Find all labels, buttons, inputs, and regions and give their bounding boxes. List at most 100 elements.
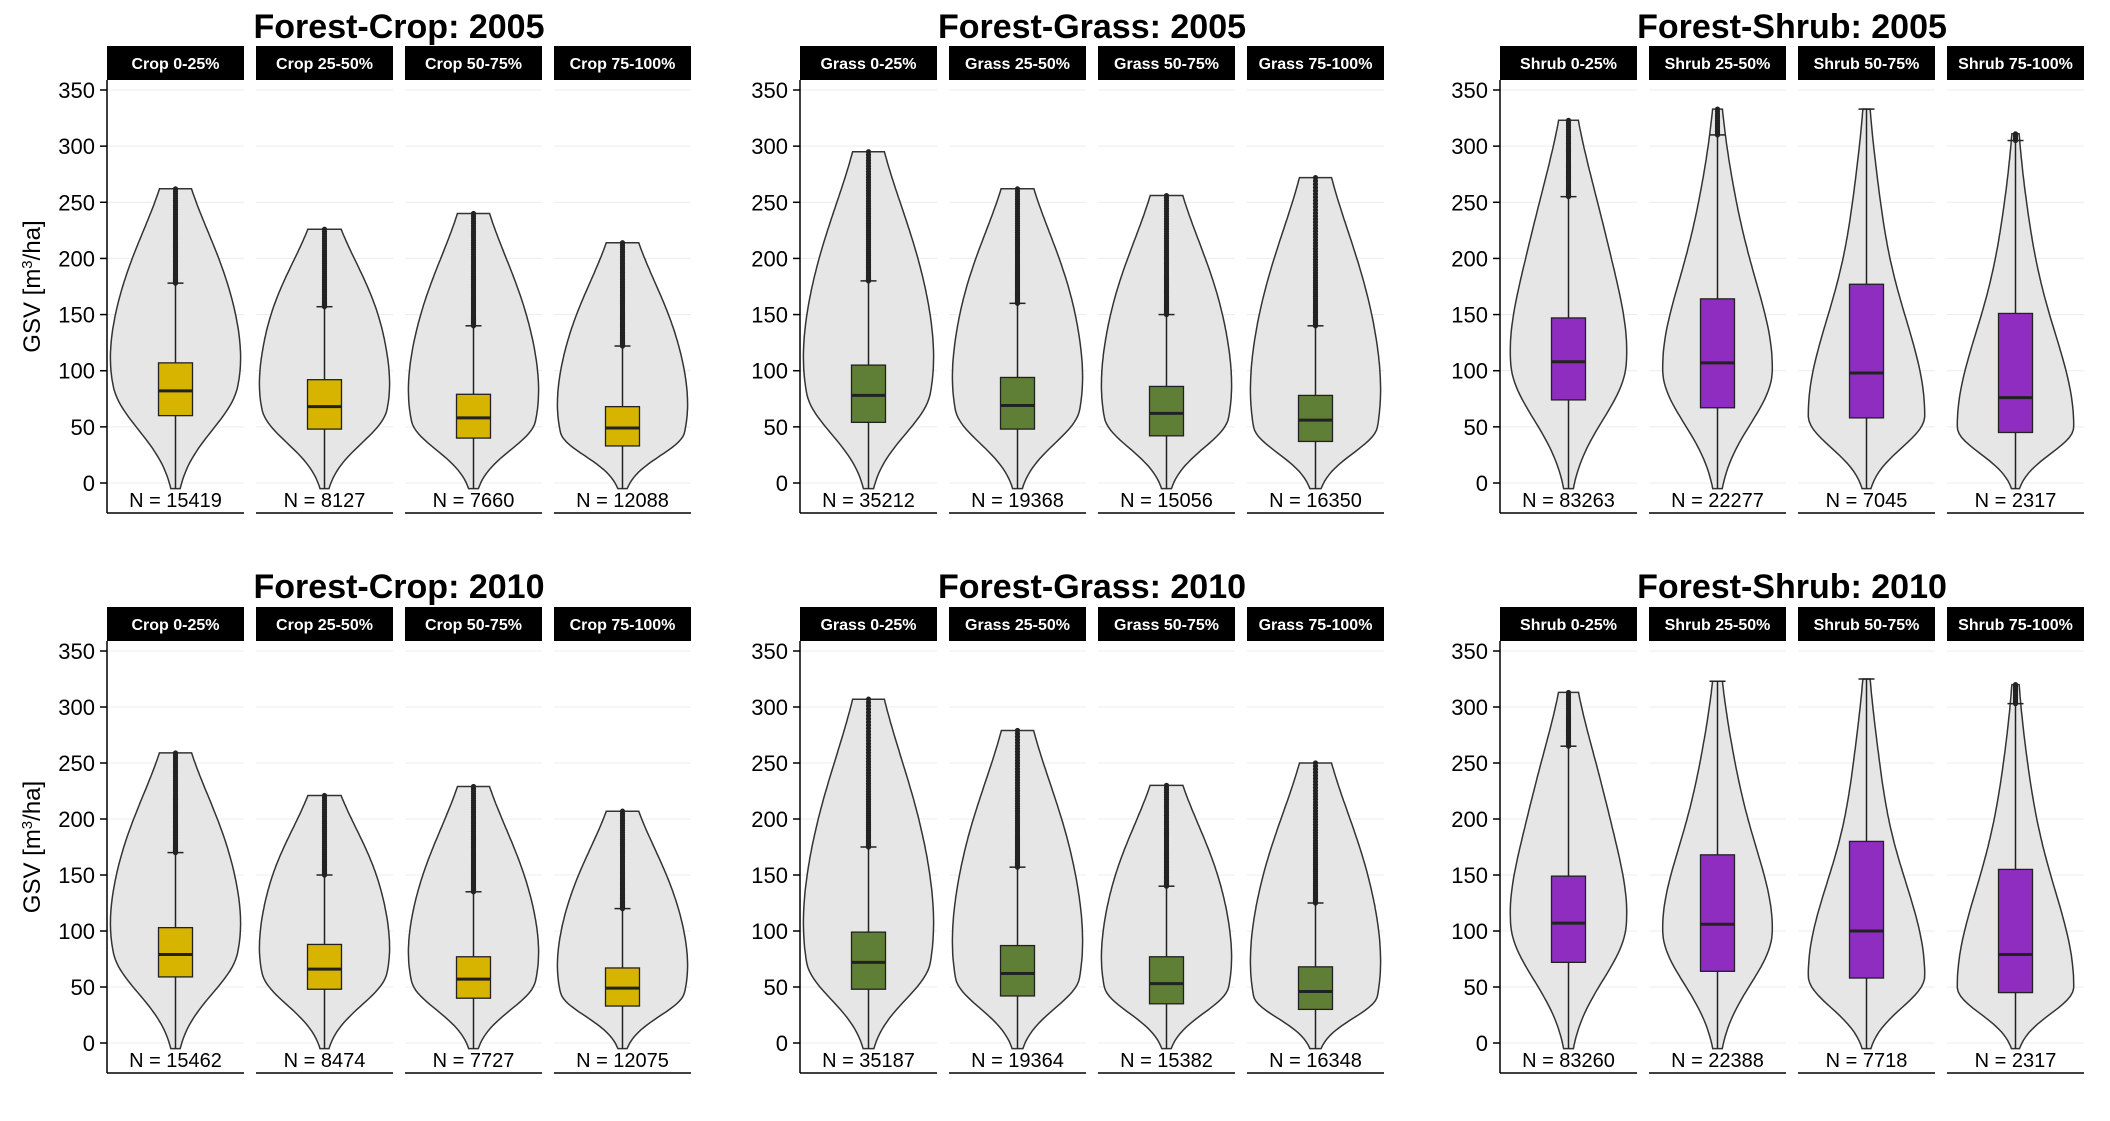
outlier-point [865,149,872,155]
y-tick-label: 350 [58,78,95,103]
outlier-points [2012,131,2019,144]
facet-strip [405,607,542,641]
outlier-point [321,226,328,232]
facet-strip-label: Shrub 75-100% [1958,617,2073,634]
facet-strip-label: Crop 25-50% [276,617,373,634]
y-tick-label: 150 [58,303,95,328]
box-iqr [455,393,492,439]
sample-size-label: N = 83260 [1522,1050,1615,1072]
facet-strip [949,607,1086,641]
facet-3: Crop 50-75% N = 7660 [405,46,542,514]
sample-size-label: N = 16350 [1269,490,1362,512]
outlier-points [470,783,477,895]
y-tick-label: 100 [1451,919,1488,944]
outlier-points [1312,760,1319,906]
outlier-point [1014,186,1021,192]
facet-strip-label: Grass 25-50% [965,617,1070,634]
sample-size-label: N = 19368 [971,490,1064,512]
facet-1: Crop 0-25% N = 15419 [107,46,244,514]
y-tick-label: 250 [751,751,788,776]
y-tick-label: 0 [1476,1031,1488,1056]
y-tick-label: 0 [776,1031,788,1056]
chart-title: Forest-Grass: 2010 [938,568,1246,606]
chart-4: Forest-Crop: 2010 GSV [m3/ha] 0 50 100 150 200… [19,568,691,1074]
facet-1: Shrub 0-25% N = 83260 [1500,607,1637,1074]
y-tick-label: 150 [751,303,788,328]
y-tick-label: 100 [58,359,95,384]
facet-strip-label: Crop 50-75% [425,56,522,73]
box-iqr [1848,283,1885,419]
y-tick-label: 300 [58,134,95,159]
box-iqr [455,956,492,999]
box-iqr [850,364,887,424]
outlier-point [172,750,179,756]
y-tick-label: 150 [751,863,788,888]
y-tick-label: 0 [83,1031,95,1056]
sample-size-label: N = 2317 [1975,490,2057,512]
outlier-points [1163,192,1170,318]
outlier-points [865,149,872,284]
outlier-points [619,240,626,349]
outlier-points [1565,689,1572,749]
sample-size-label: N = 7718 [1826,1050,1908,1072]
y-tick-label: 200 [751,246,788,271]
facet-2: Crop 25-50% N = 8474 [256,607,393,1074]
chart-2: Forest-Grass: 2005 0 50 100 150 200 250 300 350 G… [751,8,1384,514]
outlier-points [172,186,179,286]
box-iqr [1699,298,1736,409]
y-tick-label: 250 [751,190,788,215]
facet-strip [256,46,393,80]
y-tick-label: 250 [58,751,95,776]
facet-strip [1947,46,2084,80]
chart-title: Forest-Crop: 2010 [254,568,545,606]
y-tick-label: 350 [1451,639,1488,664]
chart-title: Forest-Shrub: 2010 [1637,568,1947,606]
facet-4: Crop 75-100% N = 12088 [554,46,691,514]
y-tick-label: 50 [71,975,95,1000]
facet-strip [405,46,542,80]
y-tick-label: 300 [751,134,788,159]
facet-strip [1500,46,1637,80]
y-tick-label: 350 [58,639,95,664]
facet-3: Shrub 50-75% N = 7718 [1798,607,1935,1074]
box-iqr [1550,875,1587,964]
facet-strip [800,46,937,80]
facet-strip [1947,607,2084,641]
sample-size-label: N = 8474 [284,1050,366,1072]
box-iqr [306,379,343,430]
facet-1: Grass 0-25% N = 35212 [800,46,937,514]
facet-4: Shrub 75-100% N = 2317 [1947,46,2084,514]
facet-strip-label: Crop 25-50% [276,56,373,73]
facet-strip-label: Shrub 50-75% [1814,56,1920,73]
y-tick-label: 100 [1451,359,1488,384]
y-tick-label: 250 [1451,190,1488,215]
outlier-points [470,210,477,329]
sample-size-label: N = 16348 [1269,1050,1362,1072]
facet-strip [1098,607,1235,641]
outlier-point [2012,131,2019,137]
facet-strip [1798,46,1935,80]
outlier-point [1714,106,1721,112]
facet-strip [949,46,1086,80]
sample-size-label: N = 2317 [1975,1050,2057,1072]
outlier-points [321,226,328,310]
facet-strip-label: Shrub 0-25% [1520,56,1617,73]
y-tick-label: 300 [1451,134,1488,159]
sample-size-label: N = 19364 [971,1050,1064,1072]
box-iqr [1997,868,2034,994]
sample-size-label: N = 35187 [822,1050,915,1072]
box-iqr [1297,394,1334,443]
facet-strip [800,607,937,641]
outlier-points [1163,782,1170,889]
facet-strip [1247,46,1384,80]
facet-strip-label: Shrub 50-75% [1814,617,1920,634]
y-tick-label: 100 [751,919,788,944]
outlier-point [470,210,477,217]
facet-strip [1649,607,1786,641]
y-tick-label: 50 [71,415,95,440]
sample-size-label: N = 12075 [576,1050,669,1072]
sample-size-label: N = 12088 [576,490,669,512]
facet-strip [554,607,691,641]
facet-strip-label: Shrub 25-50% [1665,56,1771,73]
